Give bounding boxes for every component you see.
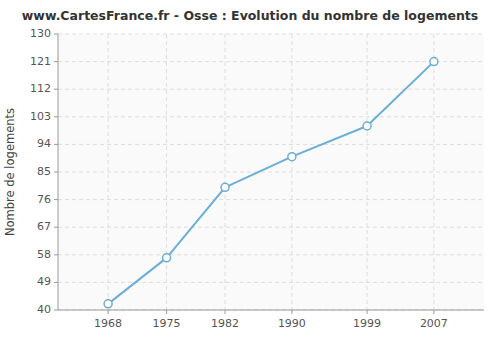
y-grid-line — [58, 282, 484, 283]
line — [108, 62, 434, 304]
plot-background — [58, 34, 484, 310]
marker — [430, 58, 438, 66]
x-tick-label: 1982 — [211, 317, 239, 330]
y-tick — [54, 61, 58, 62]
y-tick — [54, 254, 58, 255]
x-grid-line — [225, 34, 226, 310]
y-grid-line — [58, 144, 484, 145]
x-tick — [367, 310, 368, 314]
series — [104, 58, 438, 308]
y-tick-label: 67 — [37, 220, 51, 233]
x-grid-line — [291, 34, 292, 310]
marker — [104, 300, 112, 308]
x-tick-label: 1968 — [94, 317, 122, 330]
y-tick — [54, 89, 58, 90]
y-tick-label: 94 — [37, 137, 51, 150]
y-tick — [54, 310, 58, 311]
y-tick — [54, 34, 58, 35]
y-tick — [54, 227, 58, 228]
x-tick — [291, 310, 292, 314]
y-tick-label: 112 — [30, 82, 51, 95]
x-tick — [108, 310, 109, 314]
chart-svg: 40 49 58 67 76 85 94 103 112 121 130 1968 1975 1982 19… — [0, 0, 500, 340]
marker — [221, 183, 229, 191]
y-tick-label: 40 — [37, 303, 51, 316]
y-grid-line — [58, 61, 484, 62]
marker — [363, 122, 371, 130]
x-tick-label: 1999 — [353, 317, 381, 330]
y-tick-label: 58 — [37, 248, 51, 261]
y-grid-line — [58, 172, 484, 173]
y-tick-label: 121 — [30, 55, 51, 68]
x-tick — [225, 310, 226, 314]
y-grid-line — [58, 34, 484, 35]
y-tick-label: 85 — [37, 165, 51, 178]
y-tick-label: 76 — [37, 193, 51, 206]
grid — [58, 34, 484, 310]
x-tick-label: 1975 — [153, 317, 181, 330]
x-axis-line — [58, 310, 484, 311]
y-tick — [54, 116, 58, 117]
y-tick — [54, 172, 58, 173]
y-grid-line — [58, 89, 484, 90]
x-grid-line — [367, 34, 368, 310]
x-grid-line — [108, 34, 109, 310]
y-grid-line — [58, 227, 484, 228]
y-tick-label: 49 — [37, 275, 51, 288]
marker — [163, 254, 171, 262]
y-grid-line — [58, 254, 484, 255]
axes: 40 49 58 67 76 85 94 103 112 121 130 1968 1975 1982 19… — [30, 27, 484, 330]
y-axis-line — [58, 34, 59, 310]
title: www.CartesFrance.fr - Osse : Evolution d… — [22, 8, 478, 23]
y-tick — [54, 282, 58, 283]
x-tick-label: 2007 — [420, 317, 448, 330]
y-axis-label: Nombre de logements — [3, 108, 17, 236]
y-tick-label: 103 — [30, 110, 51, 123]
marker — [288, 153, 296, 161]
x-tick — [166, 310, 167, 314]
x-tick — [433, 310, 434, 314]
chart-container: 40 49 58 67 76 85 94 103 112 121 130 1968 1975 1982 19… — [0, 0, 500, 340]
y-tick — [54, 199, 58, 200]
y-tick-label: 130 — [30, 27, 51, 40]
y-grid-line — [58, 310, 484, 311]
y-tick — [54, 144, 58, 145]
x-grid-line — [433, 34, 434, 310]
x-grid-line — [166, 34, 167, 310]
y-grid-line — [58, 116, 484, 117]
x-tick-label: 1990 — [278, 317, 306, 330]
y-grid-line — [58, 199, 484, 200]
